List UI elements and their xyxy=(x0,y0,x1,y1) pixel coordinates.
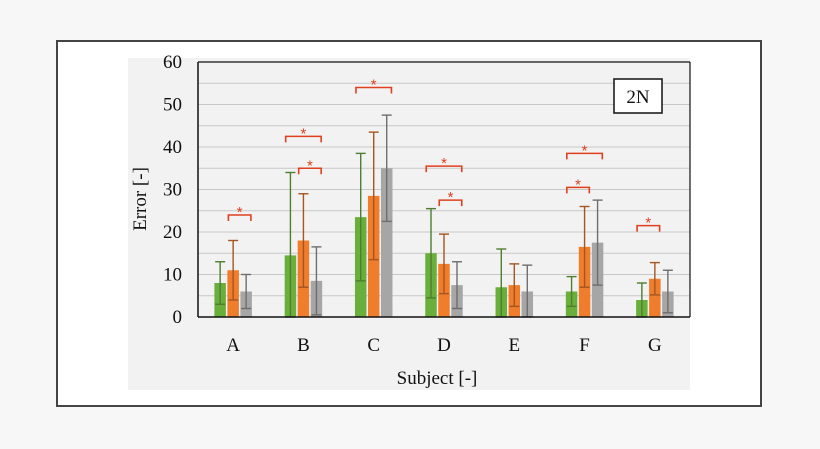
gridlines xyxy=(198,61,690,318)
y-tick-label: 50 xyxy=(163,95,182,116)
x-tick-labels: A B C D E F G xyxy=(226,335,662,356)
significance-bracket xyxy=(636,224,661,232)
significance-bracket xyxy=(566,152,604,160)
significance-marker: * xyxy=(575,176,581,193)
x-tick-label: A xyxy=(226,335,240,356)
y-tick-label: 20 xyxy=(163,222,182,243)
x-tick-label: F xyxy=(579,335,590,356)
significance-bracket xyxy=(566,186,591,194)
error-bars xyxy=(215,114,673,318)
y-tick-label: 40 xyxy=(163,137,182,158)
y-axis-label: Error [-] xyxy=(130,167,151,231)
bar xyxy=(649,278,661,317)
significance-marker: * xyxy=(645,215,651,232)
x-tick-label: D xyxy=(437,335,451,356)
x-tick-label: B xyxy=(297,335,310,356)
significance-bracket xyxy=(284,135,322,143)
significance-marker: * xyxy=(301,125,307,142)
significance-bracket xyxy=(227,214,252,221)
significance-marker: * xyxy=(371,77,377,94)
figure-background xyxy=(128,58,690,390)
y-tick-label: 30 xyxy=(163,180,182,201)
axes xyxy=(197,61,691,318)
significance-marker: * xyxy=(441,155,447,172)
x-tick-label: G xyxy=(648,335,662,356)
significance-bracket xyxy=(355,86,393,94)
significance-brackets: ********* xyxy=(227,77,661,232)
significance-marker: * xyxy=(582,142,588,159)
y-tick-label: 0 xyxy=(173,307,183,328)
bar xyxy=(380,168,393,317)
significance-marker: * xyxy=(237,204,243,221)
y-tick-labels: 0 10 20 30 40 50 60 xyxy=(163,52,182,328)
y-tick-label: 60 xyxy=(163,52,182,73)
significance-marker: * xyxy=(307,157,313,174)
x-tick-label: E xyxy=(508,335,520,356)
significance-bracket xyxy=(438,199,463,207)
significance-bracket xyxy=(425,165,463,173)
x-tick-label: C xyxy=(367,335,380,356)
x-axis-label: Subject [-] xyxy=(397,368,478,389)
significance-bracket xyxy=(297,167,322,175)
y-tick-label: 10 xyxy=(163,265,182,286)
panel-label: 2N xyxy=(626,87,650,108)
significance-marker: * xyxy=(448,189,454,206)
panel-label-box xyxy=(613,78,663,114)
